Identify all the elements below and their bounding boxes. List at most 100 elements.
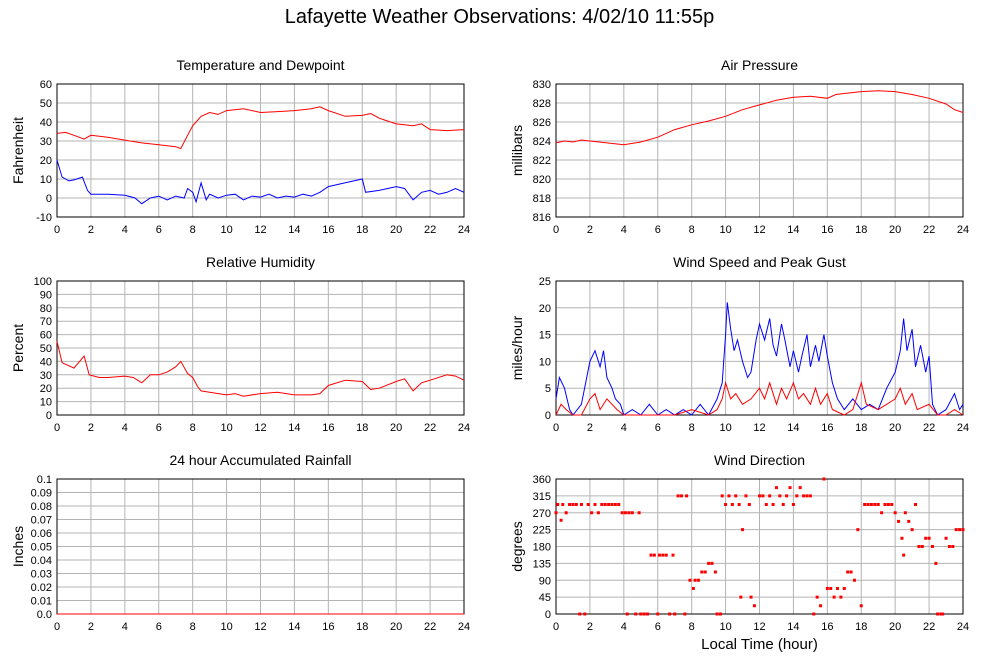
pressure-x-tick-label: 2 <box>587 224 593 236</box>
temp-series-line <box>56 106 465 150</box>
direction-point <box>927 536 931 540</box>
direction-point <box>947 545 951 548</box>
pressure-x-tick-label: 10 <box>719 224 731 236</box>
direction-point <box>707 561 711 565</box>
direction-x-tick-label: 16 <box>821 621 833 633</box>
direction-point <box>910 528 914 532</box>
direction-point <box>661 553 665 557</box>
wind-x-tick-label: 2 <box>587 422 593 434</box>
wind-y-tick-label: 0 <box>545 410 551 422</box>
rain-x-tick-label: 10 <box>220 621 232 633</box>
humidity-x-tick-label: 0 <box>54 422 60 434</box>
direction-y-tick-label: 0 <box>545 609 551 621</box>
direction-point <box>693 578 697 582</box>
humidity-x-tick-label: 12 <box>254 422 266 434</box>
direction-point <box>842 587 846 590</box>
pressure-plot-frame <box>555 83 964 218</box>
wind-series-line <box>555 380 964 416</box>
direction-point <box>720 494 724 498</box>
page-title: Lafayette Weather Observations: 4/02/10 … <box>284 6 715 28</box>
pressure-x-tick-label: 22 <box>923 224 935 236</box>
direction-point <box>788 486 792 490</box>
wind-y-tick-label: 20 <box>539 303 551 315</box>
direction-point <box>685 494 689 498</box>
humidity-y-tick-label: 0 <box>46 410 52 422</box>
humidity-x-tick-label: 6 <box>156 422 162 434</box>
humidity-x-tick-label: 10 <box>220 422 232 434</box>
humidity-plot-frame <box>56 280 465 416</box>
pressure-y-tick-label: 822 <box>533 155 551 167</box>
direction-point <box>556 503 560 506</box>
direction-point <box>574 503 578 506</box>
direction-point <box>634 612 638 616</box>
wind-x-tick-label: 10 <box>719 422 731 434</box>
pressure-series-line <box>555 90 964 146</box>
temp-x-tick-label: 22 <box>424 224 436 236</box>
humidity-series-line <box>56 341 465 397</box>
direction-point <box>883 503 887 506</box>
direction-point <box>876 503 880 506</box>
humidity-y-tick-label: 20 <box>40 383 52 395</box>
temp-x-tick-label: 0 <box>54 224 60 236</box>
humidity-x-tick-label: 20 <box>390 422 402 434</box>
rain-x-tick-label: 8 <box>190 621 196 633</box>
temp-y-axis-label: Fahrenheit <box>10 117 26 184</box>
pressure-x-tick-label: 14 <box>787 224 799 236</box>
direction-point <box>561 503 565 506</box>
direction-point <box>715 612 719 616</box>
rain-x-tick-label: 12 <box>254 621 266 633</box>
rain-x-tick-label: 22 <box>424 621 436 633</box>
pressure-x-tick-label: 8 <box>689 224 695 236</box>
rain-y-tick-label: 0.07 <box>31 515 52 527</box>
direction-point <box>886 503 890 506</box>
rain-y-axis-label: Inches <box>10 526 26 567</box>
direction-point <box>664 553 668 557</box>
direction-point <box>856 528 860 532</box>
direction-point <box>890 503 894 506</box>
direction-point <box>954 528 958 532</box>
direction-x-tick-label: 8 <box>689 621 695 633</box>
direction-point <box>958 528 962 532</box>
pressure-y-tick-label: 824 <box>533 136 551 148</box>
direction-x-tick-label: 18 <box>855 621 867 633</box>
direction-point <box>657 553 661 557</box>
pressure-y-tick-label: 816 <box>533 212 551 224</box>
direction-point <box>676 494 680 498</box>
pressure-y-tick-label: 826 <box>533 117 551 129</box>
direction-y-tick-label: 180 <box>533 542 551 554</box>
direction-point <box>961 528 965 532</box>
rain-x-tick-label: 4 <box>122 621 128 633</box>
wind-y-tick-label: 15 <box>539 330 551 342</box>
direction-point <box>914 503 918 506</box>
direction-point <box>863 503 867 506</box>
temp-series-line <box>56 159 465 205</box>
rain-x-tick-label: 6 <box>156 621 162 633</box>
direction-point <box>578 612 582 616</box>
humidity-x-tick-label: 4 <box>122 422 128 434</box>
direction-point <box>920 545 924 548</box>
direction-y-tick-label: 225 <box>533 525 551 537</box>
direction-point <box>778 494 782 498</box>
direction-point <box>652 553 656 557</box>
direction-point <box>593 503 597 506</box>
direction-point <box>710 561 714 565</box>
direction-point <box>700 570 704 574</box>
direction-point <box>936 612 940 616</box>
pressure-x-tick-label: 6 <box>655 224 661 236</box>
direction-point <box>902 553 906 557</box>
rain-y-tick-label: 0.08 <box>31 501 52 513</box>
humidity-x-tick-label: 18 <box>356 422 368 434</box>
direction-point <box>900 536 904 540</box>
direction-point <box>939 612 943 616</box>
temp-x-tick-label: 6 <box>156 224 162 236</box>
rain-x-tick-label: 24 <box>458 621 470 633</box>
direction-point <box>805 494 809 498</box>
direction-point <box>625 612 629 616</box>
wind-plot-frame <box>555 280 964 416</box>
pressure-x-tick-label: 20 <box>889 224 901 236</box>
direction-point <box>673 612 677 616</box>
humidity-y-tick-label: 30 <box>40 370 52 382</box>
direction-y-axis-label: degrees <box>509 521 525 572</box>
direction-point <box>869 503 873 506</box>
humidity-y-tick-label: 80 <box>40 303 52 315</box>
